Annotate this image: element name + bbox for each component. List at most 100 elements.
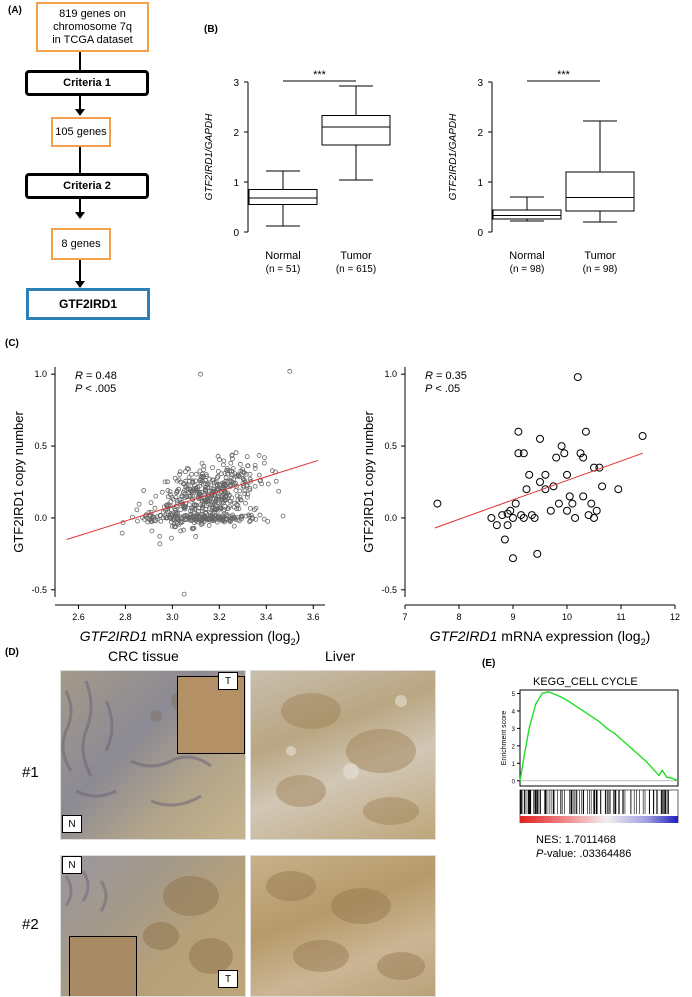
data-point xyxy=(187,494,193,499)
data-point xyxy=(216,515,221,520)
panel-label-c: (C) xyxy=(5,338,19,349)
data-point xyxy=(592,506,601,515)
flow-criteria1-label: Criteria 1 xyxy=(63,76,111,89)
x-axis-label-text: mRNA expression (log xyxy=(497,628,640,644)
data-point xyxy=(182,469,188,475)
x-axis-label-gene: GTF2IRD1 xyxy=(80,628,148,644)
data-point xyxy=(211,477,217,483)
histology-column-liver: Liver xyxy=(325,648,356,664)
gsea-pvalue-italic: P xyxy=(536,848,544,860)
data-point xyxy=(247,485,253,491)
data-point xyxy=(186,478,192,484)
data-point xyxy=(245,463,250,469)
data-point xyxy=(225,513,231,519)
x-axis-label-text: mRNA expression (log xyxy=(147,628,290,644)
gsea-pvalue-rest: -value: .03364486 xyxy=(543,848,632,860)
data-point xyxy=(568,499,577,508)
x-tick-label: 7 xyxy=(402,612,407,622)
data-point xyxy=(174,490,179,496)
box xyxy=(321,115,391,146)
tag-normal: N xyxy=(62,815,82,833)
y-tick-label: 0 xyxy=(233,228,239,239)
flow-start-line1: 819 genes on xyxy=(59,7,126,20)
y-tick-label: 0 xyxy=(512,779,516,785)
data-point xyxy=(220,462,226,468)
data-point xyxy=(168,535,174,541)
x-tick-label: 10 xyxy=(562,612,572,622)
data-point xyxy=(536,434,544,443)
data-point xyxy=(247,487,253,493)
y-tick-label: 2 xyxy=(512,744,516,750)
data-point xyxy=(227,498,233,504)
data-point xyxy=(228,460,234,466)
data-point xyxy=(149,518,155,524)
data-point xyxy=(179,494,185,500)
data-point xyxy=(236,506,242,512)
data-point xyxy=(202,510,208,516)
rank-color-bar xyxy=(520,816,678,823)
regression-line xyxy=(434,452,643,529)
correlation-p: P < .005 xyxy=(75,383,116,395)
regression-line xyxy=(66,459,319,540)
data-point xyxy=(199,505,205,510)
y-tick-label: 3 xyxy=(233,78,239,89)
data-point xyxy=(492,521,501,530)
data-point xyxy=(148,500,154,506)
enrichment-curve xyxy=(519,690,679,782)
data-point xyxy=(256,472,262,478)
data-point xyxy=(527,511,536,520)
data-point xyxy=(590,513,598,522)
data-point xyxy=(189,488,195,494)
data-point xyxy=(190,505,196,511)
data-point xyxy=(273,478,279,484)
data-point xyxy=(181,513,187,519)
data-point xyxy=(173,524,178,530)
data-point xyxy=(225,490,231,496)
data-point xyxy=(202,477,208,483)
data-point xyxy=(189,471,194,477)
x-tick-label: 2.8 xyxy=(119,612,132,622)
data-point xyxy=(200,511,206,517)
data-point xyxy=(514,449,523,458)
data-point xyxy=(236,473,242,479)
data-point xyxy=(563,506,571,515)
correlation-p-value: < .05 xyxy=(432,383,460,395)
data-point xyxy=(149,528,155,534)
data-point xyxy=(244,494,250,500)
data-point xyxy=(262,455,267,461)
data-point xyxy=(174,503,180,509)
data-point xyxy=(500,535,509,544)
data-point xyxy=(215,453,221,459)
data-point xyxy=(165,479,170,485)
group-label: Normal xyxy=(509,250,544,262)
y-axis-label: GTF2IRD1 copy number xyxy=(361,411,376,553)
boxplot-chart-1: 0 1 2 3 GTF2IRD1/GAPDH Normal (n = 51) Tumor (n … xyxy=(204,69,391,275)
data-point xyxy=(565,492,574,501)
data-point xyxy=(511,499,520,508)
data-point xyxy=(265,518,271,524)
data-point xyxy=(579,492,588,501)
data-point xyxy=(199,461,205,466)
data-point xyxy=(225,471,230,477)
data-point xyxy=(169,507,174,512)
gsea-stats: NES: 1.7011468 P-value: .03364486 xyxy=(536,833,631,861)
histology-inset xyxy=(69,936,137,996)
data-point xyxy=(178,507,184,513)
data-point xyxy=(252,483,258,489)
data-point xyxy=(237,494,243,500)
data-point xyxy=(259,481,265,487)
data-point xyxy=(242,491,248,497)
data-point xyxy=(210,465,215,471)
data-point xyxy=(167,511,173,517)
data-point xyxy=(276,488,282,494)
data-point xyxy=(210,486,216,492)
gsea-title: KEGG_CELL CYCLE xyxy=(533,676,638,688)
data-point xyxy=(198,371,203,377)
flow-connector xyxy=(79,147,81,173)
boxplot-chart-2: 0 1 2 3 GTF2IRD1/GAPDH Normal (n = 98) Tumor (n … xyxy=(448,69,635,275)
data-point xyxy=(252,465,258,471)
flow-criteria2-box: Criteria 2 xyxy=(25,173,149,199)
y-tick-label: 1.0 xyxy=(34,369,47,379)
data-point xyxy=(162,479,168,485)
data-point xyxy=(245,491,251,497)
